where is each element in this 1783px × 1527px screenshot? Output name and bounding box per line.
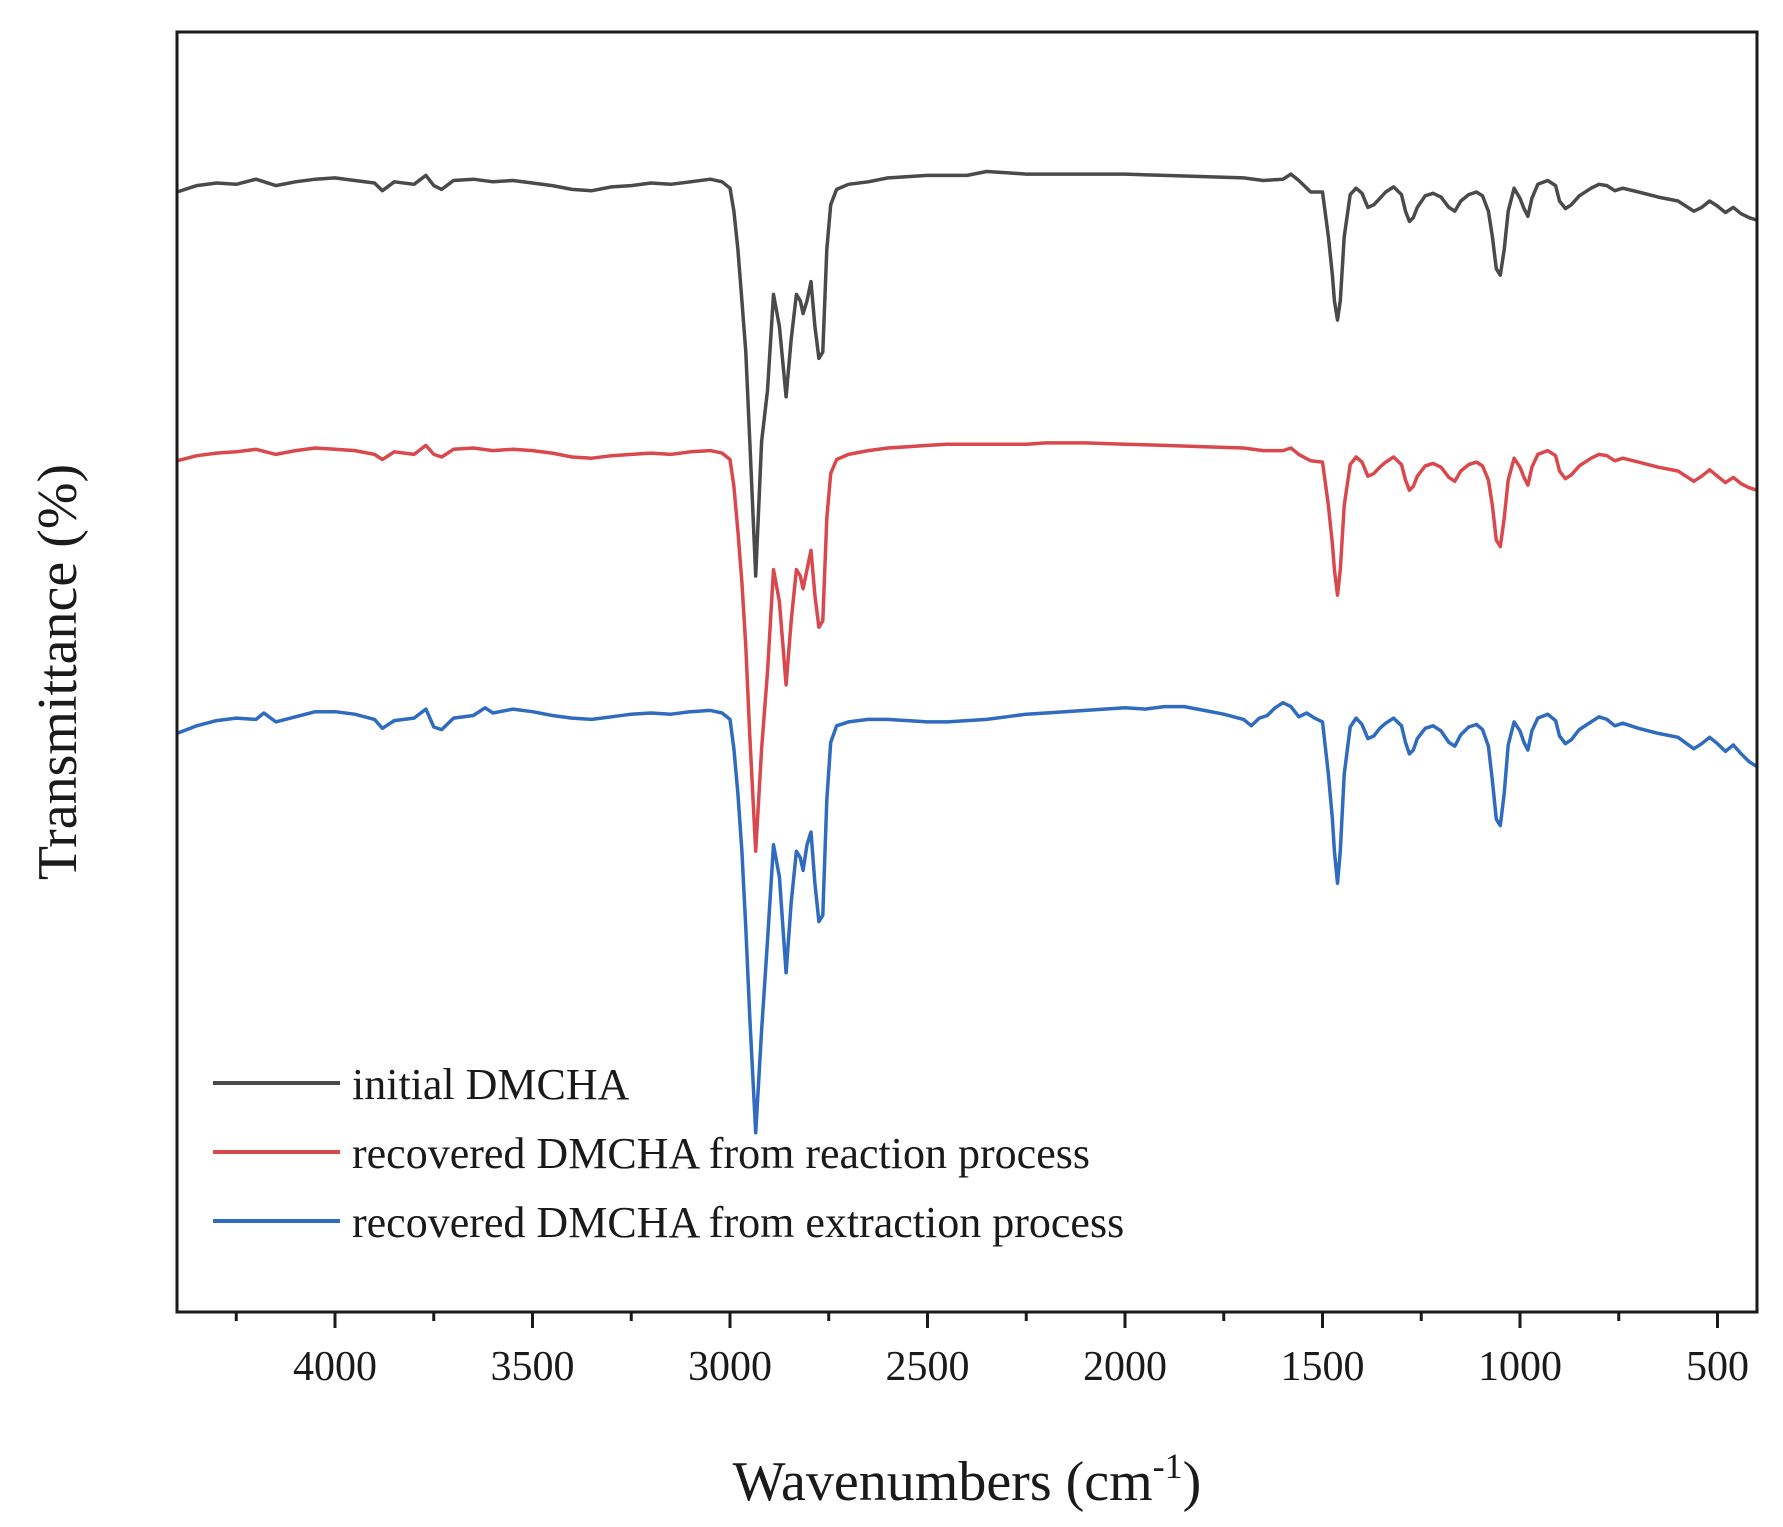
x-tick-label-1500: 1500 <box>1281 1344 1365 1390</box>
legend-label-extraction: recovered DMCHA from extraction process <box>352 1198 1124 1247</box>
x-axis-title-superscript: -1 <box>1153 1446 1183 1486</box>
x-axis-tick-labels: 4000 3500 3000 2500 2000 1500 1000 500 <box>293 1344 1749 1390</box>
x-axis-ticks <box>234 1312 1719 1328</box>
series-layer <box>176 169 1758 1135</box>
x-tick-label-500: 500 <box>1686 1344 1749 1390</box>
x-tick-label-4000: 4000 <box>293 1344 377 1390</box>
legend-label-reaction: recovered DMCHA from reaction process <box>352 1129 1090 1178</box>
x-tick-label-3500: 3500 <box>491 1344 575 1390</box>
series-line-0 <box>176 169 1758 578</box>
x-axis-title-end: ) <box>1183 1451 1202 1513</box>
legend-label-initial: initial DMCHA <box>352 1060 630 1109</box>
series-line-2 <box>176 700 1758 1135</box>
y-axis-title: Transmittance (%) <box>27 464 89 880</box>
x-axis-title: Wavenumbers (cm-1) <box>733 1446 1202 1513</box>
series-line-1 <box>176 441 1758 853</box>
x-tick-label-2500: 2500 <box>886 1344 970 1390</box>
x-tick-label-2000: 2000 <box>1083 1344 1167 1390</box>
plot-frame <box>175 30 1759 1314</box>
x-tick-label-3000: 3000 <box>688 1344 772 1390</box>
legend: initial DMCHA recovered DMCHA from react… <box>213 1060 1124 1247</box>
x-axis-title-main: Wavenumbers (cm <box>733 1451 1153 1513</box>
x-tick-label-1000: 1000 <box>1478 1344 1562 1390</box>
